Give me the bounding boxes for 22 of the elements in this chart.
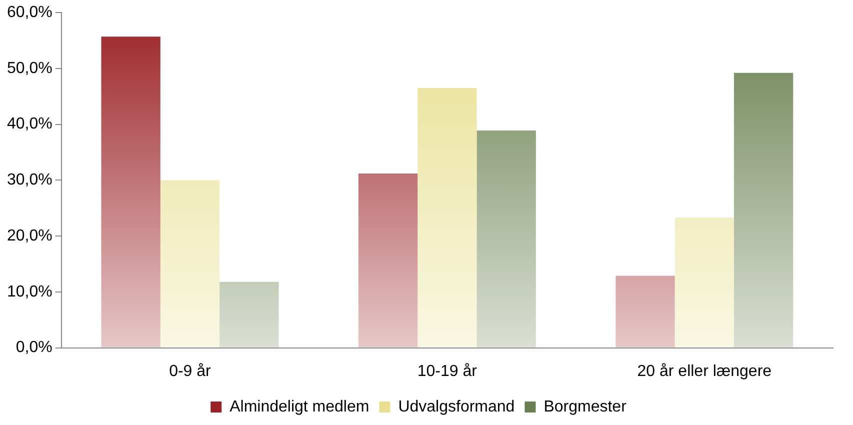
bar (734, 72, 794, 348)
legend-label: Udvalgsformand (398, 398, 515, 416)
bar (160, 180, 220, 348)
bar (616, 276, 675, 348)
x-tick-label: 0-9 år (169, 362, 212, 380)
legend-label: Almindeligt medlem (230, 398, 370, 416)
legend-label: Borgmester (544, 398, 628, 416)
y-tick-label: 30,0% (6, 172, 52, 189)
y-tick-label: 50,0% (6, 60, 52, 77)
bar (101, 36, 160, 348)
y-tick-label: 10,0% (6, 283, 52, 300)
y-tick-label: 20,0% (6, 227, 52, 244)
bar (358, 173, 418, 348)
y-tick-label: 60,0% (6, 4, 52, 22)
y-tick-label: 0,0% (16, 339, 52, 356)
bar (476, 130, 536, 348)
y-tick-label: 40,0% (6, 116, 52, 133)
x-tick-label: 10-19 år (417, 362, 478, 380)
bar (220, 282, 279, 348)
bar (674, 218, 734, 348)
bar (418, 88, 477, 348)
x-tick-label: 20 år eller længere (637, 362, 772, 380)
